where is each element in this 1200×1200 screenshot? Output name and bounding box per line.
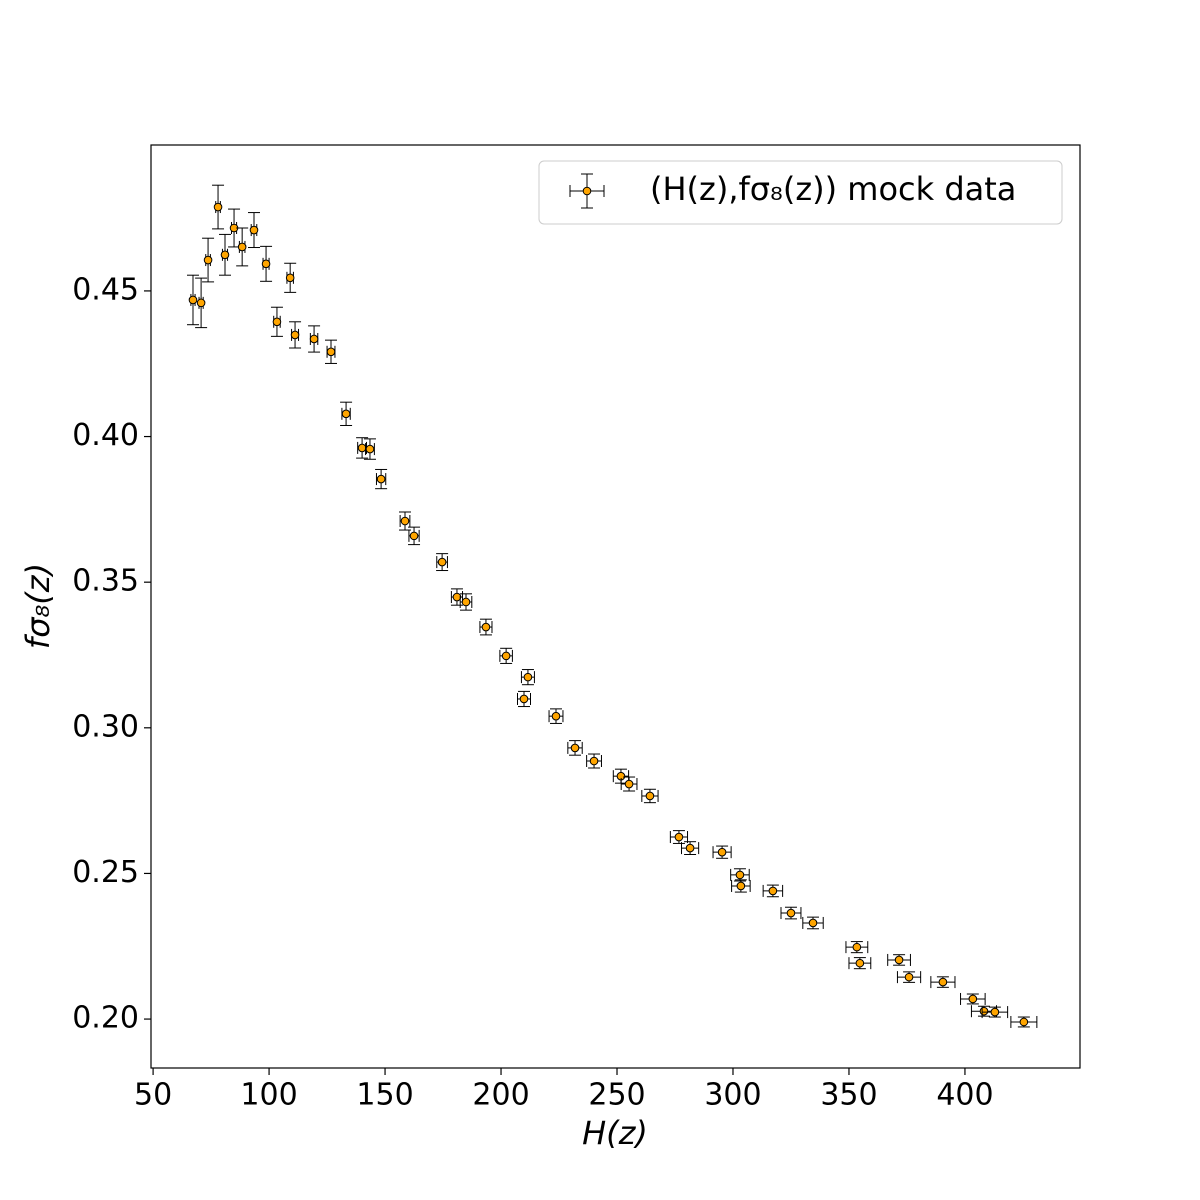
data-point: [979, 1006, 989, 1016]
data-point: [852, 942, 862, 952]
data-point: [272, 317, 282, 327]
x-tick-label: 150: [356, 1078, 413, 1113]
x-axis-label: H(z): [582, 1114, 648, 1152]
data-point: [196, 298, 206, 308]
data-point: [786, 908, 796, 918]
data-point: [309, 334, 319, 344]
x-tick-label: 50: [134, 1078, 172, 1113]
x-tick-label: 400: [936, 1078, 993, 1113]
data-point: [376, 474, 386, 484]
legend-box: [538, 160, 1063, 225]
data-point: [237, 242, 247, 252]
data-point: [249, 225, 259, 235]
data-point: [685, 843, 695, 853]
y-tick-label: 0.40: [72, 418, 139, 453]
data-point: [717, 847, 727, 857]
data-point: [220, 250, 230, 260]
y-axis-label: fσ₈(z): [19, 563, 57, 649]
y-tick-label: 0.35: [72, 564, 139, 599]
data-point: [904, 972, 914, 982]
legend-label: (H(z),fσ₈(z)) mock data: [650, 170, 1016, 208]
y-tick-label: 0.45: [72, 272, 139, 307]
data-point: [735, 870, 745, 880]
data-point: [357, 443, 367, 453]
data-point: [400, 516, 410, 526]
data-point: [452, 592, 462, 602]
data-point: [990, 1007, 1000, 1017]
data-point: [894, 955, 904, 965]
y-tick-label: 0.25: [72, 855, 139, 890]
data-point: [808, 918, 818, 928]
data-point: [213, 202, 223, 212]
data-point: [203, 255, 213, 265]
data-point: [188, 295, 198, 305]
data-point: [968, 994, 978, 1004]
data-point: [365, 444, 375, 454]
data-point: [290, 330, 300, 340]
data-point: [768, 886, 778, 896]
data-point: [736, 881, 746, 891]
data-point: [326, 347, 336, 357]
data-point: [570, 743, 580, 753]
y-tick-label: 0.30: [72, 709, 139, 744]
data-point: [551, 711, 561, 721]
data-point: [461, 597, 471, 607]
plot-frame: [150, 144, 1081, 1069]
data-point: [938, 977, 948, 987]
data-point: [645, 791, 655, 801]
data-point: [855, 958, 865, 968]
x-tick-label: 200: [472, 1078, 529, 1113]
data-point: [519, 694, 529, 704]
x-tick-label: 250: [588, 1078, 645, 1113]
data-point: [674, 832, 684, 842]
x-tick-label: 100: [240, 1078, 297, 1113]
x-tick-label: 350: [820, 1078, 877, 1113]
data-point: [1019, 1017, 1029, 1027]
data-point: [624, 779, 634, 789]
data-point: [481, 622, 491, 632]
legend-marker: [582, 186, 592, 196]
data-point: [285, 273, 295, 283]
data-point: [261, 259, 271, 269]
data-point: [341, 409, 351, 419]
x-tick-label: 300: [704, 1078, 761, 1113]
data-point: [523, 672, 533, 682]
data-point: [409, 531, 419, 541]
data-point: [501, 651, 511, 661]
data-point: [437, 557, 447, 567]
data-point: [589, 756, 599, 766]
y-tick-label: 0.20: [72, 1001, 139, 1036]
